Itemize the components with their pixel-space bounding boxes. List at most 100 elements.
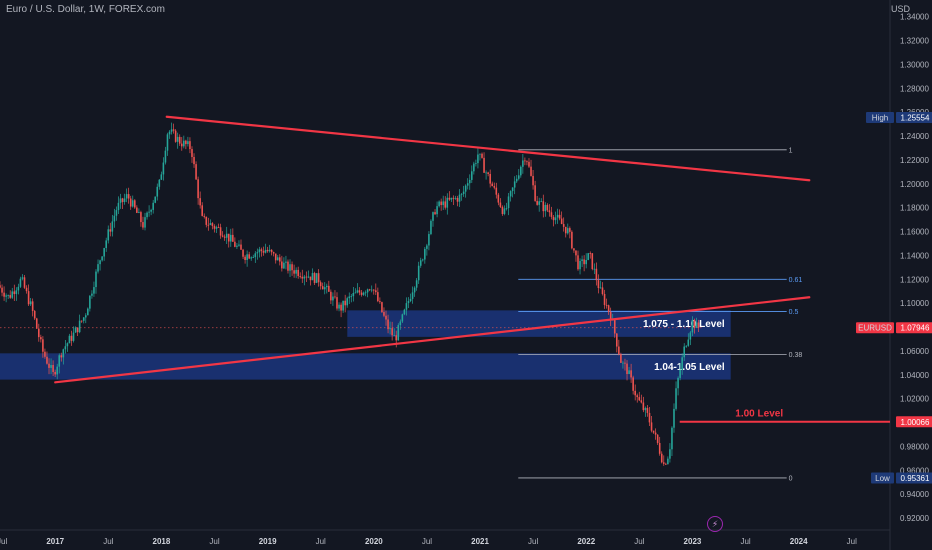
time-tick-label: Jul <box>422 537 432 546</box>
lightning-icon[interactable]: ⚡ <box>707 516 723 532</box>
fib-retracement[interactable]: 1 0.61 0.5 0.38 0 <box>518 147 802 482</box>
candle-body <box>428 234 430 246</box>
candle-body <box>160 174 163 180</box>
candle-body <box>289 264 291 271</box>
upper-falling-trendline[interactable] <box>165 115 811 182</box>
candle-body <box>215 227 218 229</box>
candle-body <box>29 301 32 305</box>
candle-body <box>648 412 651 423</box>
candle-body <box>219 227 222 236</box>
candle-body <box>191 149 193 158</box>
support-resistance-zones: 1.075 - 1.10 Level 1.04-1.05 Level <box>0 310 731 380</box>
candle-body <box>209 223 212 225</box>
candle-body <box>468 179 471 184</box>
candle-body <box>689 332 692 340</box>
candle-body <box>520 166 522 176</box>
price-tick-label: 1.34000 <box>900 13 929 22</box>
candle-body <box>307 276 310 278</box>
candle-body <box>168 131 171 135</box>
price-axis[interactable]: 1.340001.320001.300001.280001.260001.240… <box>900 13 929 523</box>
candle-body <box>550 212 553 217</box>
candle-body <box>405 303 408 310</box>
candle-body <box>152 202 154 210</box>
candle-body <box>244 256 246 261</box>
candle-body <box>72 332 75 341</box>
candle-body <box>424 248 426 260</box>
candle-body <box>40 337 42 340</box>
candle-body <box>491 183 494 187</box>
candle-body <box>225 233 228 238</box>
candle-body <box>526 161 528 163</box>
candle-body <box>101 256 103 261</box>
lower-rising-trendline[interactable] <box>54 296 811 384</box>
candle-body <box>144 217 146 228</box>
candle-body <box>305 276 308 278</box>
candle-body <box>295 269 297 274</box>
price-tick-label: 0.92000 <box>900 514 929 523</box>
price-tick-label: 1.22000 <box>900 156 929 165</box>
candle-body <box>346 298 349 306</box>
candle-body <box>338 304 340 309</box>
candle-body <box>148 211 150 213</box>
candle-body <box>352 292 355 297</box>
candle-body <box>156 186 159 197</box>
candle-body <box>140 212 142 223</box>
candle-body <box>258 249 261 253</box>
candle-body <box>613 319 616 334</box>
candle-body <box>662 462 665 464</box>
candle-body <box>640 400 643 403</box>
candle-body <box>426 245 428 249</box>
candle-body <box>221 235 224 237</box>
candle-body <box>31 301 34 311</box>
zone-1075-110[interactable] <box>347 310 731 337</box>
candle-body <box>217 227 220 228</box>
candle-body <box>601 287 604 294</box>
candle-body <box>246 254 248 261</box>
candle-body <box>113 215 116 222</box>
candle-body <box>189 141 191 150</box>
candle-body <box>448 197 451 200</box>
candle-body <box>683 346 686 358</box>
low-label: 0.95361 Low <box>871 472 932 484</box>
candle-body <box>87 308 89 316</box>
price-tick-label: 1.32000 <box>900 37 929 46</box>
candle-body <box>78 320 81 333</box>
candle-body <box>693 319 696 328</box>
time-axis[interactable]: Jul 2017 Jul 2018 Jul 2019 Jul 2020 Jul 2021 Jul 20… <box>0 537 857 546</box>
candle-body <box>52 365 54 372</box>
candle-body <box>162 162 165 175</box>
candle-body <box>605 304 608 306</box>
candle-body <box>360 292 363 295</box>
candle-body <box>534 185 536 201</box>
candle-body <box>199 198 201 206</box>
candle-body <box>552 216 555 221</box>
candle-body <box>362 292 365 295</box>
candle-body <box>303 276 306 279</box>
candle-body <box>499 202 502 207</box>
candle-body <box>223 236 226 238</box>
price-label-value: 1.07946 <box>901 324 930 333</box>
candle-body <box>677 377 679 389</box>
candle-body <box>127 194 130 199</box>
candle-body <box>513 181 516 188</box>
candle-body <box>297 269 299 277</box>
candle-body <box>1 287 3 293</box>
candle-body <box>178 136 181 144</box>
candle-body <box>473 163 475 172</box>
candle-body <box>622 362 624 364</box>
price-tick-label: 1.04000 <box>900 371 929 380</box>
candle-body <box>442 201 445 206</box>
candle-body <box>477 154 479 164</box>
candle-body <box>315 273 318 283</box>
candle-body <box>470 171 473 180</box>
candle-body <box>591 253 594 270</box>
time-tick-label: Jul <box>209 537 219 546</box>
candle-body <box>691 319 694 333</box>
candle-body <box>368 289 371 291</box>
fib-level-label: 0 <box>789 475 793 482</box>
candle-body <box>344 300 346 306</box>
candle-body <box>291 264 293 271</box>
candle-body <box>546 204 549 211</box>
candle-body <box>387 319 389 330</box>
